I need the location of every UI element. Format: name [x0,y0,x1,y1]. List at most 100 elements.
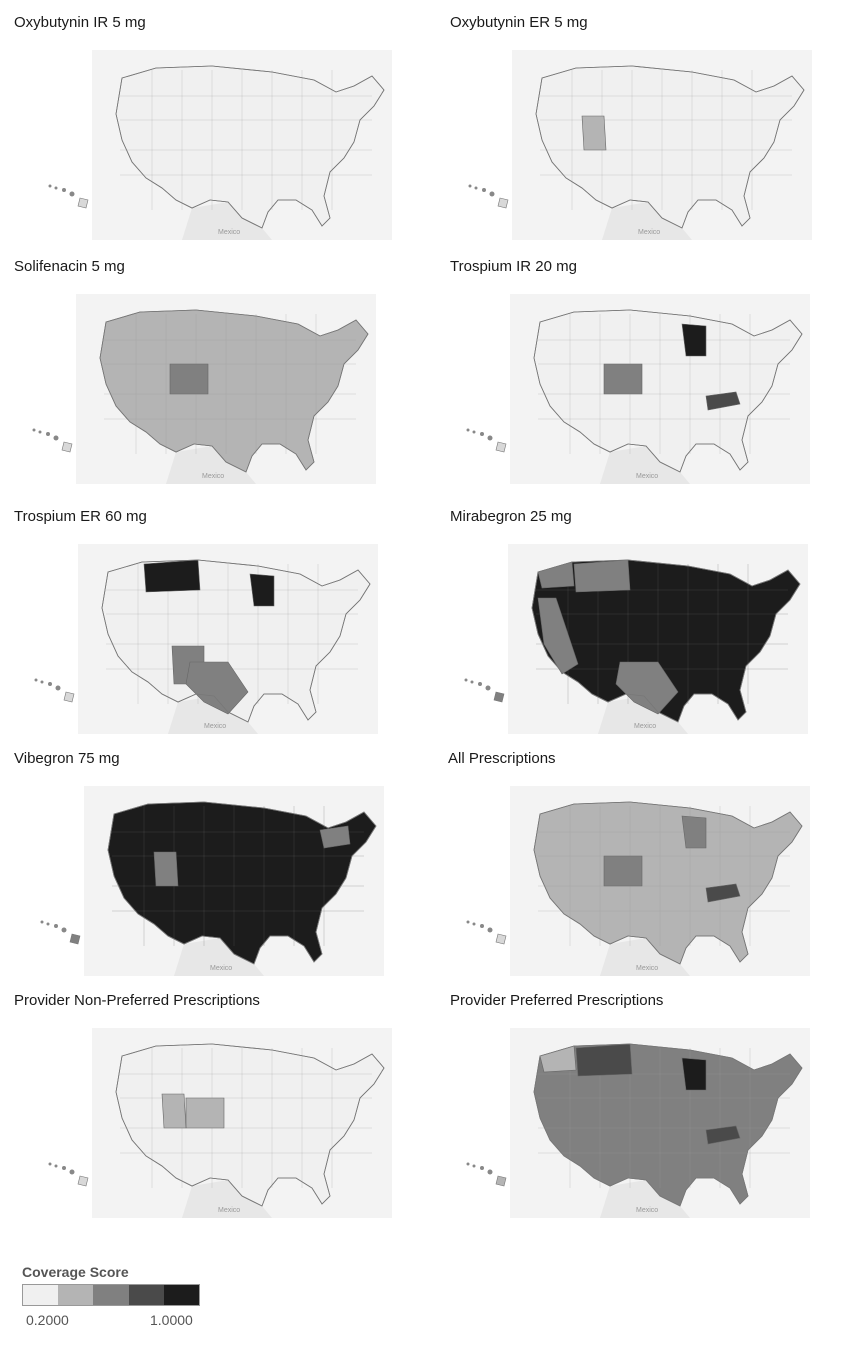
legend-swatch [93,1285,129,1305]
usa-outline [535,65,805,229]
state-colorado [603,363,643,395]
legend-swatch [163,1285,200,1305]
legend-swatch [58,1285,94,1305]
us-choropleth-map[interactable]: Mexico [92,50,392,240]
state-california [537,597,579,675]
map-panel-oxybutynin-ir-5-mg: Oxybutynin IR 5 mg Mexico [14,14,424,254]
state-texas [185,661,249,715]
hawaii-islands-icon [466,428,507,453]
us-choropleth-map[interactable]: Mexico [78,544,378,734]
mexico-label: Mexico [636,965,658,972]
us-choropleth-map[interactable]: Mexico [84,786,384,976]
map-panel-oxybutynin-er-5-mg: Oxybutynin ER 5 mg Mexico [450,14,856,254]
state-washington [539,1045,577,1073]
state-wisconsin [681,323,707,357]
state-montana [575,1043,633,1077]
usa-outline [99,309,369,473]
legend-min-label: 0.2000 [26,1312,69,1328]
mexico-label: Mexico [636,1207,658,1214]
hawaii-islands-icon [464,678,505,703]
us-choropleth-map[interactable]: Mexico [510,786,810,976]
map-panel-provider-non-preferred-prescriptions: Provider Non-Preferred Prescriptions Mexi… [14,992,424,1232]
state-wisconsin [681,815,707,849]
hawaii-islands-icon [466,1162,507,1187]
state-montana [573,559,631,593]
mexico-region [174,938,264,976]
map-panel-provider-preferred-prescriptions: Provider Preferred Prescriptions Mexico [450,992,856,1232]
mexico-label: Mexico [204,723,226,730]
state-colorado [169,363,209,395]
hawaii-islands-icon [466,920,507,945]
panel-title: Mirabegron 25 mg [450,508,572,525]
usa-outline [107,801,377,965]
state-montana [143,559,201,593]
state-texas [615,661,679,715]
map-panel-solifenacin-5-mg: Solifenacin 5 mg Mexico [14,258,424,498]
map-panel-trospium-ir-20-mg: Trospium IR 20 mg Mexico [450,258,856,498]
legend-color-scale [22,1284,200,1306]
hawaii-islands-icon [40,920,81,945]
state-utah [581,115,607,151]
state-kentucky [705,391,741,411]
panel-title: Oxybutynin IR 5 mg [14,14,146,31]
us-choropleth-map[interactable]: Mexico [510,294,810,484]
hawaii-islands-icon [48,1162,89,1187]
mexico-region [166,446,256,484]
state-utah [161,1093,187,1129]
mexico-label: Mexico [218,1207,240,1214]
panel-title: Trospium ER 60 mg [14,508,147,525]
hawaii-islands-icon [34,678,75,703]
us-choropleth-map[interactable]: Mexico [76,294,376,484]
legend-swatch [128,1285,164,1305]
mexico-label: Mexico [636,473,658,480]
us-choropleth-map[interactable]: Mexico [92,1028,392,1218]
hawaii-islands-icon [468,184,509,209]
mexico-region [182,1180,272,1218]
mexico-label: Mexico [210,965,232,972]
map-panel-all-prescriptions: All Prescriptions Mexico [448,750,856,990]
mexico-region [598,696,688,734]
panel-title: Trospium IR 20 mg [450,258,577,275]
usa-outline [533,309,803,473]
coverage-score-legend: Coverage Score 0.2000 1.0000 [22,1264,204,1330]
panel-title: Solifenacin 5 mg [14,258,125,275]
mexico-label: Mexico [634,723,656,730]
mexico-region [600,1180,690,1218]
usa-outline [115,65,385,229]
mexico-region [600,446,690,484]
mexico-region [602,202,692,240]
map-panel-vibegron-75-mg: Vibegron 75 mg Mexico [14,750,424,990]
usa-outline [115,1043,385,1207]
mexico-label: Mexico [202,473,224,480]
map-panel-trospium-er-60-mg: Trospium ER 60 mg Mexico [14,508,424,748]
us-choropleth-map[interactable]: Mexico [508,544,808,734]
mexico-region [168,696,258,734]
state-colorado [603,855,643,887]
hawaii-islands-icon [48,184,89,209]
panel-title: Vibegron 75 mg [14,750,120,767]
panel-title: Provider Non-Preferred Prescriptions [14,992,260,1009]
state-kentucky [705,883,741,903]
mexico-label: Mexico [638,229,660,236]
state-newyork [319,825,351,849]
panel-title: Oxybutynin ER 5 mg [450,14,588,31]
us-choropleth-map[interactable]: Mexico [510,1028,810,1218]
legend-swatch [23,1285,59,1305]
map-panel-mirabegron-25-mg: Mirabegron 25 mg Mexico [450,508,856,748]
us-choropleth-map[interactable]: Mexico [512,50,812,240]
hawaii-islands-icon [32,428,73,453]
panel-title: All Prescriptions [448,750,556,767]
state-wisconsin [681,1057,707,1091]
state-colorado [185,1097,225,1129]
state-kentucky [705,1125,741,1145]
state-utah [153,851,179,887]
usa-outline [533,801,803,965]
legend-title: Coverage Score [22,1264,129,1280]
legend-max-label: 1.0000 [150,1312,193,1328]
state-washington [537,561,575,589]
mexico-region [182,202,272,240]
mexico-region [600,938,690,976]
mexico-label: Mexico [218,229,240,236]
state-wisconsin [249,573,275,607]
panel-title: Provider Preferred Prescriptions [450,992,664,1009]
